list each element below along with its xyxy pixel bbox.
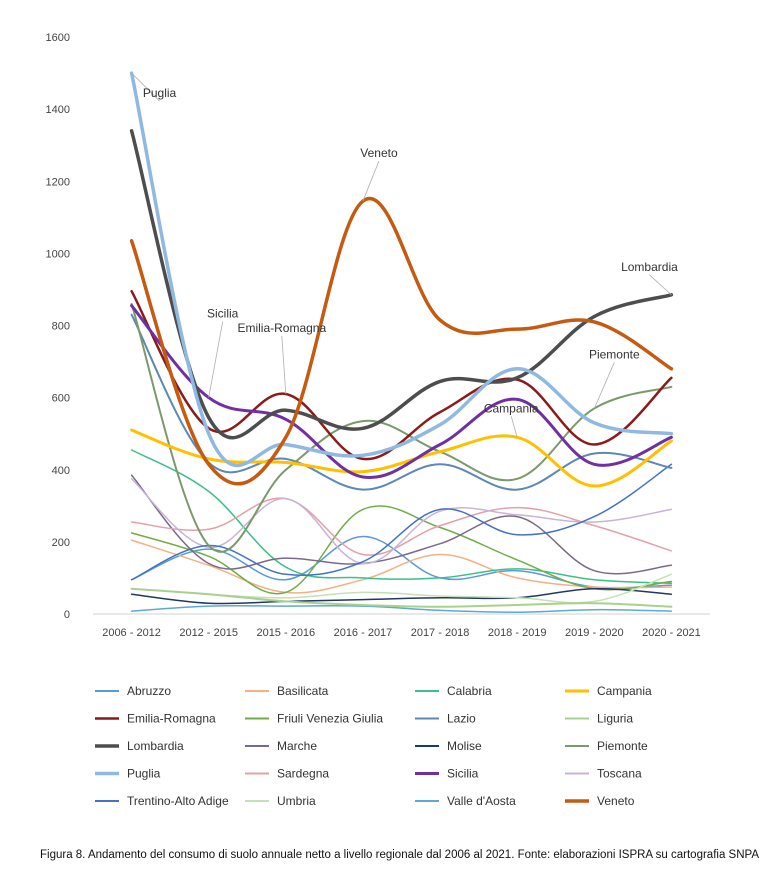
x-tick-label: 2017 - 2018 [411,627,470,639]
annotation-leader [281,335,287,395]
y-tick-label: 400 [52,465,70,477]
x-tick-label: 2018 - 2019 [488,627,547,639]
legend-label: Basilicata [277,684,329,698]
annotation-label: Campania [484,401,539,415]
series-line-sardegna [130,497,673,556]
legend-label: Calabria [447,684,492,698]
x-tick-label: 2016 - 2017 [334,627,393,639]
annotation-leader [510,416,518,438]
series-line-calabria [130,449,673,585]
y-tick-label: 0 [64,609,70,621]
legend-label: Campania [597,684,652,698]
y-tick-label: 1600 [46,32,70,44]
x-tick-label: 2006 - 2012 [102,627,161,639]
legend-label: Trentino-Alto Adige [127,794,229,808]
annotation-leader [362,160,380,202]
x-tick-label: 2012 - 2015 [179,627,238,639]
legend-label: Sardegna [277,767,329,781]
y-tick-label: 800 [52,321,70,333]
series-line-valle-d-aosta [130,604,673,613]
annotation-label: Puglia [143,86,177,100]
series-line-friuli-venezia-giulia [130,505,673,595]
y-tick-label: 600 [52,393,70,405]
series-line-lombardia [129,129,674,440]
y-tick-label: 1200 [46,176,70,188]
legend-label: Veneto [597,794,635,808]
legend-label: Umbria [277,794,316,808]
series-line-trentino-alto-adige [130,463,673,581]
legend-label: Friuli Venezia Giulia [277,712,383,726]
annotation-label: Emilia-Romagna [237,321,326,335]
line-chart: 0 200 400 600 800 1000 1200 1400 1600 2006 - 2012… [46,32,710,808]
series-line-emilia-romagna [130,289,673,461]
x-tick-label: 2019 - 2020 [565,627,624,639]
legend-label: Valle d'Aosta [447,794,516,808]
legend-label: Toscana [597,767,642,781]
chart-axes: 0 200 400 600 800 1000 1200 1400 1600 2006 - 2012… [46,32,710,639]
chart-series-lines [129,71,674,613]
legend-label: Liguria [597,712,633,726]
annotation-leader [208,321,224,398]
chart-legend: Abruzzo Basilicata Calabria Campania Emilia-… [95,684,652,808]
legend-label: Lombardia [127,739,184,753]
series-line-sicilia [130,304,673,480]
series-line-toscana [130,478,673,565]
series-line-molise [130,588,673,605]
series-line-puglia [129,71,674,468]
legend-label: Sicilia [447,767,479,781]
legend-label: Marche [277,739,317,753]
y-tick-label: 200 [52,537,70,549]
x-tick-label: 2015 - 2016 [256,627,315,639]
legend-label: Molise [447,739,482,753]
annotation-leader [131,72,160,102]
series-line-liguria [130,587,673,608]
y-tick-label: 1000 [46,248,70,260]
legend-label: Emilia-Romagna [127,712,216,726]
figure-caption: Figura 8. Andamento del consumo di suolo… [40,849,759,861]
y-tick-label: 1400 [46,104,70,116]
annotation-label: Piemonte [589,347,640,361]
legend-label: Abruzzo [127,684,171,698]
legend-label: Lazio [447,712,476,726]
annotation-label: Sicilia [207,307,239,321]
legend-label: Piemonte [597,739,648,753]
series-line-marche [130,474,673,575]
annotation-leader [649,274,672,296]
annotation-label: Veneto [360,146,398,160]
annotation-label: Lombardia [621,260,678,274]
series-line-piemonte [130,302,673,553]
x-tick-label: 2020 - 2021 [642,627,701,639]
annotation-leader [593,362,615,409]
legend-label: Puglia [127,767,161,781]
